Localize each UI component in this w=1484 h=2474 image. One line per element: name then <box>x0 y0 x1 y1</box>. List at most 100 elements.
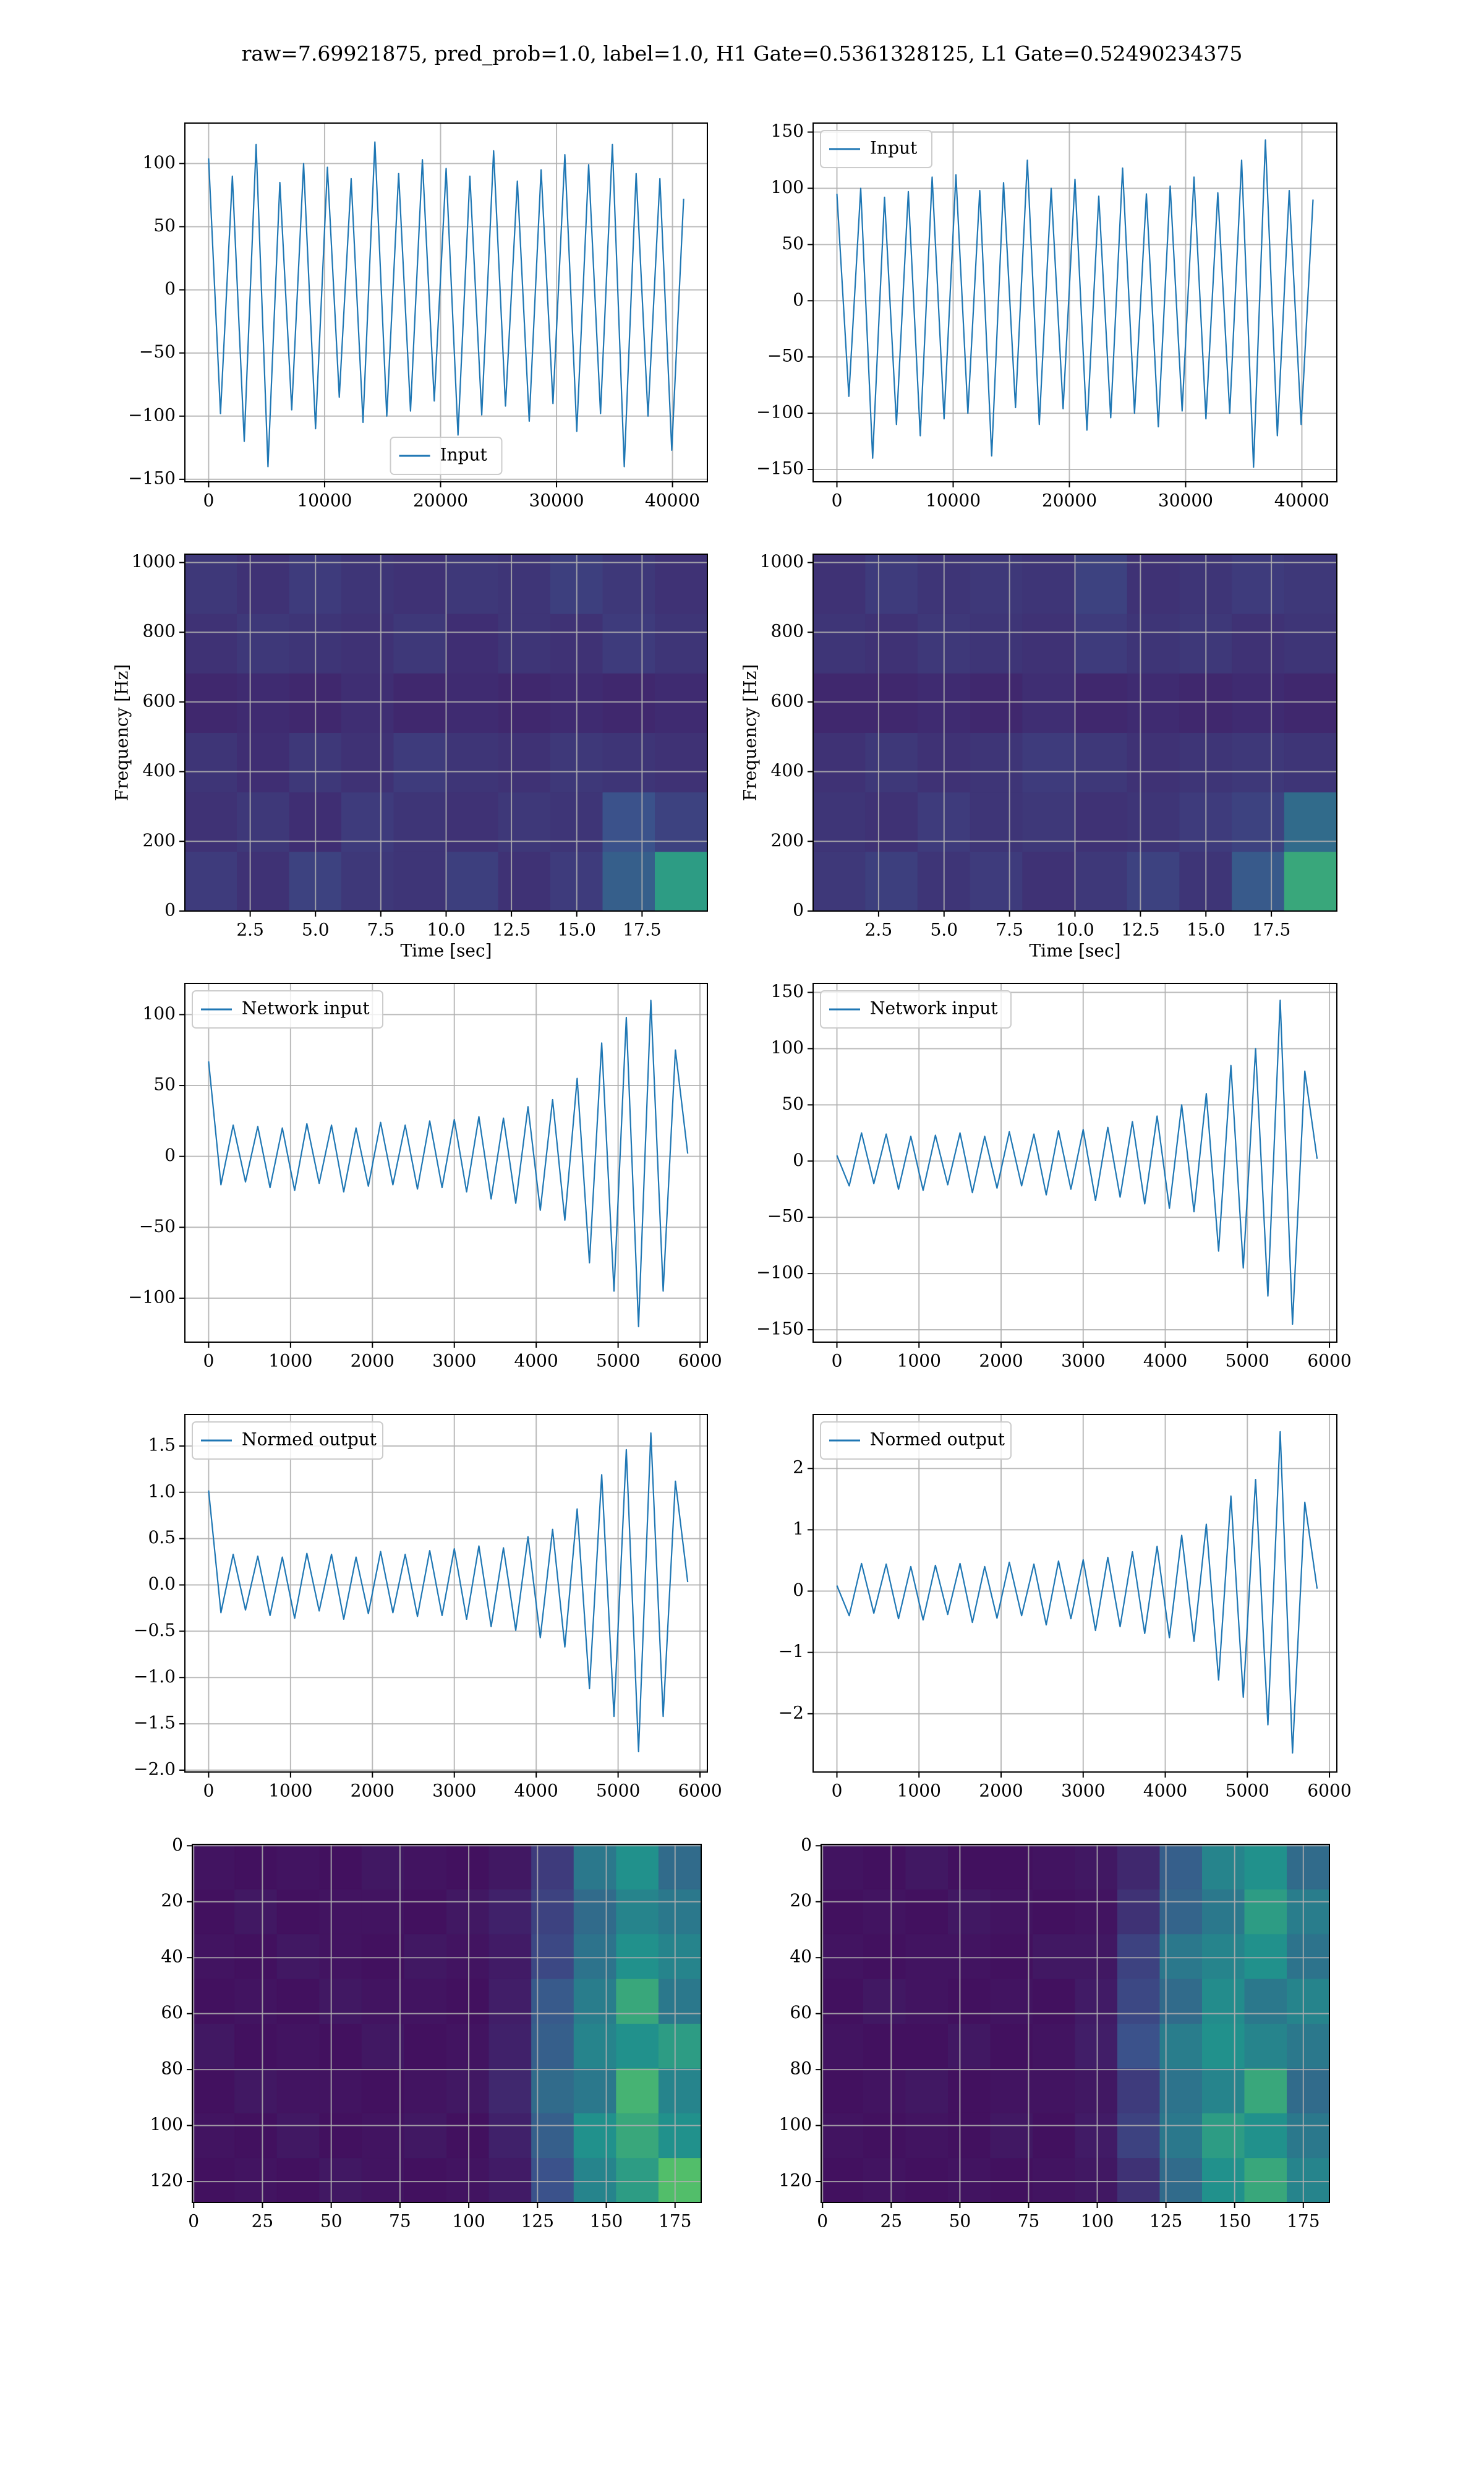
heatmap-cell <box>1244 1978 1287 2024</box>
heatmap-cell <box>234 1978 278 2024</box>
heatmap-cell <box>616 1933 659 1979</box>
y-tick-label: 800 <box>143 621 176 641</box>
heatmap-cell <box>990 2157 1033 2203</box>
subplot: 2.5 5.0 7.5 10.0 12.5 15.0 17.5 0 200 400 600 800 10… <box>112 551 708 961</box>
heatmap-cell <box>446 2157 490 2203</box>
heatmap-cell <box>658 2068 702 2113</box>
x-tick-label: 1000 <box>268 1351 312 1371</box>
x-tick-label: 3000 <box>1061 1781 1105 1801</box>
x-tick-label: 3000 <box>1061 1351 1105 1371</box>
heatmap-cell <box>234 1933 278 1979</box>
heatmap-cell <box>404 2157 448 2203</box>
heatmap-cell <box>573 1933 617 1979</box>
heatmap-cell <box>488 2157 532 2203</box>
heatmap-cell <box>498 613 551 674</box>
heatmap-cell <box>237 672 290 734</box>
heatmap-cell <box>319 1933 362 1979</box>
heatmap-cell <box>184 672 237 734</box>
heatmap-cell <box>446 2112 490 2159</box>
x-tick-label: 0 <box>203 1781 214 1801</box>
heatmap-cell <box>184 732 237 793</box>
subplot: 0 1000 2000 3000 4000 5000 6000 −2 −1 0 1 2 Normed o… <box>778 1414 1352 1801</box>
y-tick-label: 1.0 <box>148 1481 176 1501</box>
y-tick-label: 60 <box>790 2002 812 2022</box>
heatmap-cell <box>1202 2068 1245 2113</box>
data-line <box>208 141 684 468</box>
heatmap-cell <box>446 554 499 614</box>
heatmap-cell <box>192 2112 236 2159</box>
y-tick-label: 150 <box>771 121 804 141</box>
heatmap-cell <box>812 613 866 674</box>
y-tick-label: 0.0 <box>148 1573 176 1594</box>
y-tick-label: 120 <box>150 2170 183 2191</box>
data-line <box>836 139 1314 468</box>
x-tick-label: 17.5 <box>1252 920 1290 940</box>
heatmap-cell <box>821 2157 864 2203</box>
heatmap-cell <box>361 1844 405 1890</box>
y-tick-label: 100 <box>143 152 176 173</box>
heatmap-cell <box>658 2112 702 2159</box>
heatmap-cell <box>276 1844 320 1890</box>
x-tick-label: 12.5 <box>1121 920 1159 940</box>
y-tick-label: 400 <box>771 760 804 781</box>
heatmap-cell <box>488 1888 532 1935</box>
heatmap-cell <box>658 1844 702 1890</box>
heatmap-cell <box>905 1978 949 2024</box>
data-line <box>208 1432 689 1753</box>
heatmap-cell <box>531 2157 574 2203</box>
heatmap-cell <box>1202 2112 1245 2159</box>
heatmap-cell <box>821 1978 864 2024</box>
heatmap-cell <box>812 672 866 734</box>
heatmap-cell <box>1075 613 1128 674</box>
heatmap-cell <box>602 851 655 912</box>
heatmap-cell <box>341 672 394 734</box>
heatmap-cell <box>234 2068 278 2113</box>
axes-frame <box>184 983 708 1343</box>
heatmap-cell <box>488 2023 532 2069</box>
heatmap-cell <box>1022 672 1076 734</box>
heatmap-cell <box>970 554 1023 614</box>
heatmap-cell <box>1022 554 1076 614</box>
x-tick-label: 40000 <box>1274 490 1329 511</box>
heatmap-cell <box>573 1978 617 2024</box>
heatmap-cell <box>361 2112 405 2159</box>
y-tick-label: 400 <box>143 760 176 781</box>
x-tick-label: 4000 <box>514 1351 558 1371</box>
y-tick-label: 150 <box>771 981 804 1001</box>
axes-frame <box>812 122 1337 482</box>
heatmap-cell <box>446 851 499 912</box>
heatmap-cell <box>446 613 499 674</box>
x-tick-label: 1000 <box>268 1781 312 1801</box>
legend-label: Network input <box>870 998 998 1019</box>
x-tick-label: 125 <box>1149 2211 1182 2232</box>
heatmap-cell <box>531 2068 574 2113</box>
heatmap-cell <box>192 1933 236 1979</box>
heatmap-cell <box>184 554 237 614</box>
y-tick-label: 120 <box>779 2170 812 2191</box>
x-tick-label: 100 <box>1081 2211 1114 2232</box>
subplot: 0 25 50 75 100 125 150 175 0 20 40 60 80 100 120 <box>779 1834 1330 2232</box>
x-tick-label: 125 <box>521 2211 554 2232</box>
heatmap-cell <box>1075 672 1128 734</box>
y-tick-label: −100 <box>756 402 804 422</box>
heatmap-cell <box>1022 851 1076 912</box>
heatmap-cell <box>192 2023 236 2069</box>
heatmap-cell <box>1159 2068 1203 2113</box>
x-tick-label: 2000 <box>351 1351 394 1371</box>
x-tick-label: 25 <box>880 2211 902 2232</box>
heatmap-cell <box>812 732 866 793</box>
heatmap-cell <box>1033 2068 1076 2113</box>
y-tick-label: −2.0 <box>134 1759 176 1779</box>
y-tick-label: −0.5 <box>134 1620 176 1640</box>
y-tick-label: 1 <box>793 1518 804 1539</box>
heatmap-cell <box>1287 2023 1330 2069</box>
heatmap-cell <box>905 2023 949 2069</box>
heatmap-cell <box>184 613 237 674</box>
heatmap-cell <box>192 1888 236 1935</box>
heatmap-cell <box>658 2023 702 2069</box>
legend-label: Input <box>870 138 918 158</box>
legend-label: Normed output <box>870 1429 1005 1450</box>
y-tick-label: 600 <box>771 690 804 711</box>
x-tick-label: 175 <box>659 2211 691 2232</box>
legend-label: Input <box>440 445 488 465</box>
